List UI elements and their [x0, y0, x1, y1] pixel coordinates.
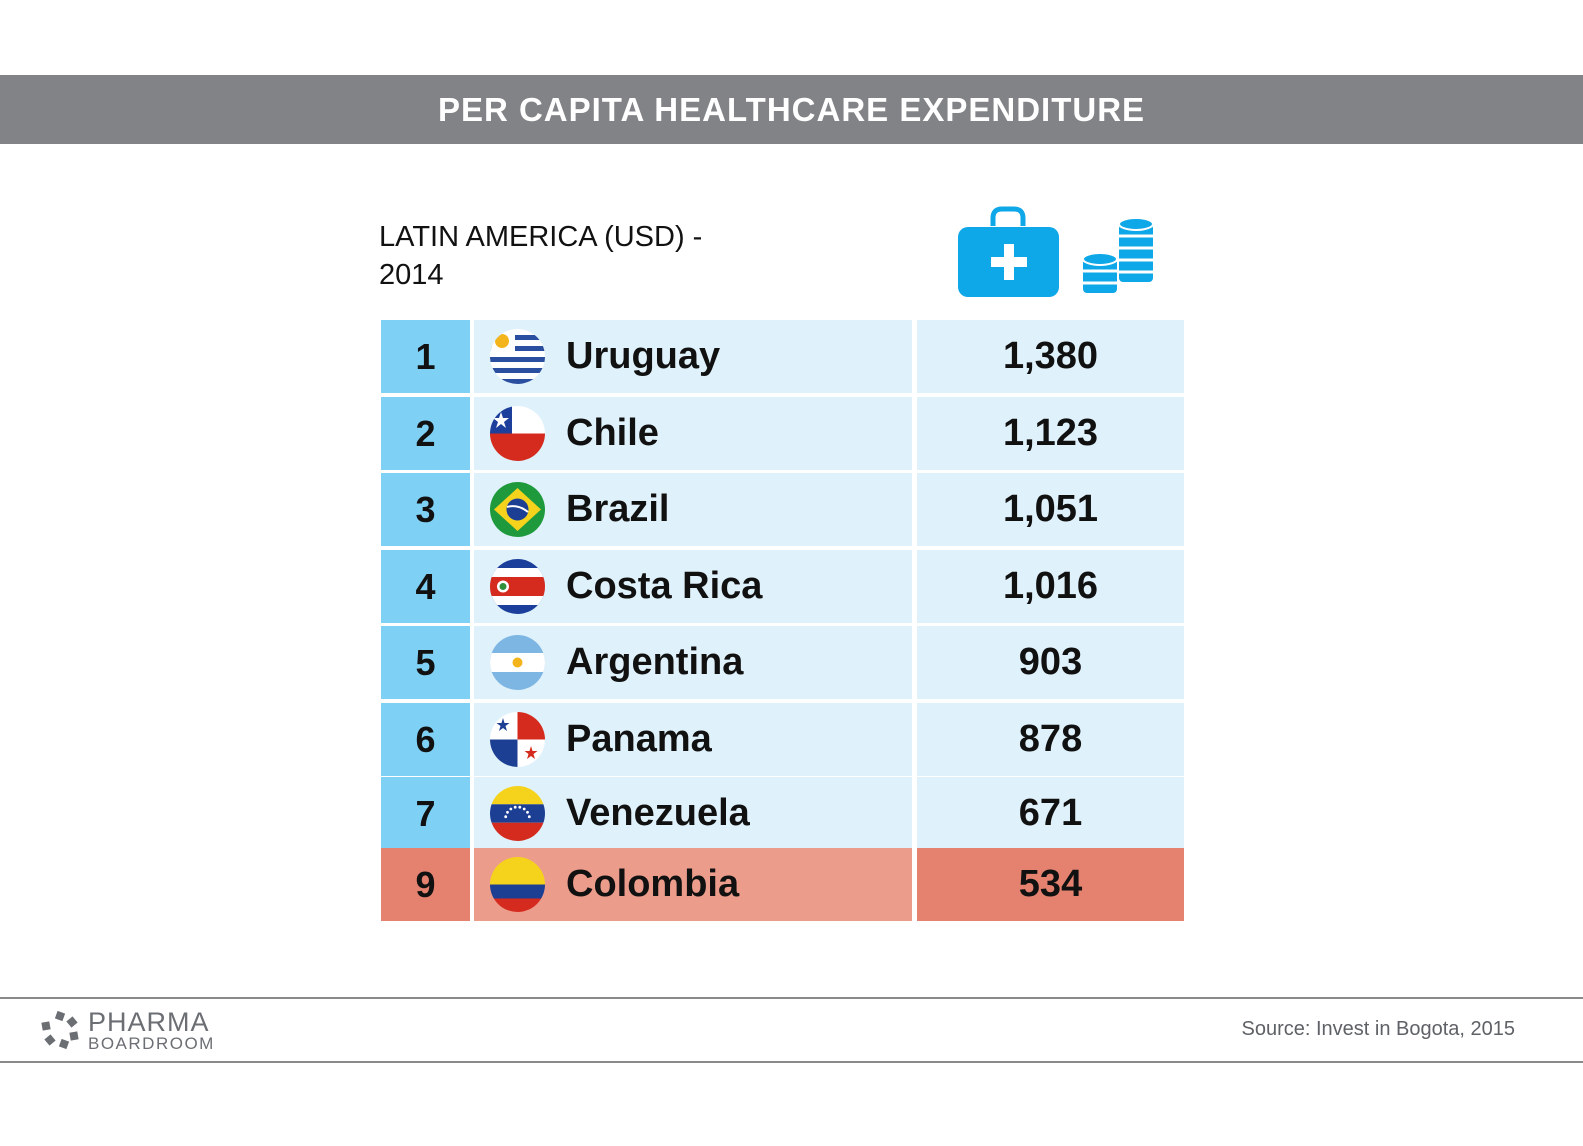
rank-cell: 2: [381, 397, 470, 470]
value-cell: 1,016: [917, 550, 1184, 623]
logo-text-pharma: PHARMA: [88, 1007, 210, 1037]
value-cell: 878: [917, 703, 1184, 776]
country-cell: Chile: [474, 397, 912, 470]
source-note: Source: Invest in Bogota, 2015: [1241, 1018, 1515, 1040]
country-name: Panama: [566, 718, 712, 760]
country-name: Chile: [566, 412, 659, 454]
logo-text-boardroom: BOARDROOM: [88, 1034, 215, 1053]
value-cell: 903: [917, 626, 1184, 699]
expenditure-value: 878: [1018, 718, 1083, 760]
expenditure-value: 903: [1018, 641, 1083, 683]
country-cell: Costa Rica: [474, 550, 912, 623]
value-cell: 1,380: [917, 320, 1184, 393]
rank-cell: 9: [381, 848, 470, 921]
subtitle-line-1: LATIN AMERICA (USD) -: [379, 221, 703, 253]
rank-label: 6: [415, 718, 436, 760]
country-name: Argentina: [566, 641, 744, 683]
expenditure-value: 1,051: [1002, 488, 1099, 530]
costa-rica-flag-icon: [490, 559, 545, 614]
table-row: 2 Chile 1,123: [381, 397, 1184, 470]
argentina-flag-icon: [490, 635, 545, 690]
country-cell: Venezuela: [474, 777, 912, 850]
rank-cell: 1: [381, 320, 470, 393]
country-name: Venezuela: [566, 792, 750, 834]
pharma-boardroom-logo-icon: [41, 1010, 79, 1050]
brazil-flag-icon: [490, 482, 545, 537]
chart-subtitle: LATIN AMERICA (USD) - 2014: [379, 218, 799, 294]
rank-label: 4: [415, 565, 436, 607]
rank-cell: 3: [381, 473, 470, 546]
rank-label: 9: [415, 863, 436, 905]
table-row: 3 Brazil 1,051: [381, 473, 1184, 546]
panama-flag-icon: [490, 712, 545, 767]
country-cell: Uruguay: [474, 320, 912, 393]
rank-label: 7: [415, 792, 436, 834]
page-title: PER CAPITA HEALTHCARE EXPENDITURE: [437, 90, 1146, 128]
country-cell: Panama: [474, 703, 912, 776]
rank-label: 3: [415, 488, 436, 530]
medical-kit-icon: [958, 206, 1059, 297]
country-cell: Colombia: [474, 848, 912, 921]
expenditure-value: 671: [1018, 792, 1083, 834]
table-row: 9 Colombia 534: [381, 848, 1184, 921]
page-title-banner: PER CAPITA HEALTHCARE EXPENDITURE: [0, 75, 1583, 144]
header-icons: [958, 206, 1154, 297]
country-name: Colombia: [566, 863, 740, 905]
coins-icon: [1082, 217, 1154, 293]
rank-cell: 7: [381, 777, 470, 850]
rank-label: 1: [415, 335, 436, 377]
table-row: 6 Panama 878: [381, 703, 1184, 776]
country-name: Brazil: [566, 488, 670, 530]
expenditure-value: 1,380: [1002, 335, 1099, 377]
country-cell: Argentina: [474, 626, 912, 699]
rank-label: 2: [415, 412, 436, 454]
chile-flag-icon: [490, 406, 545, 461]
rank-label: 5: [415, 641, 436, 683]
value-cell: 534: [917, 848, 1184, 921]
expenditure-value: 534: [1018, 863, 1083, 905]
footer-top-divider: [0, 997, 1583, 999]
colombia-flag-icon: [490, 857, 545, 912]
country-name: Uruguay: [566, 335, 721, 377]
country-cell: Brazil: [474, 473, 912, 546]
table-row: 5 Argentina 903: [381, 626, 1184, 699]
value-cell: 1,051: [917, 473, 1184, 546]
uruguay-flag-icon: [490, 329, 545, 384]
expenditure-value: 1,123: [1002, 412, 1099, 454]
footer-bottom-divider: [0, 1061, 1583, 1063]
rank-cell: 4: [381, 550, 470, 623]
rank-cell: 5: [381, 626, 470, 699]
country-name: Costa Rica: [566, 565, 763, 607]
value-cell: 1,123: [917, 397, 1184, 470]
rank-cell: 6: [381, 703, 470, 776]
table-row: 4 Costa Rica 1,016: [381, 550, 1184, 623]
value-cell: 671: [917, 777, 1184, 850]
venezuela-flag-icon: [490, 786, 545, 841]
subtitle-line-2: 2014: [379, 259, 444, 291]
table-row: 1 Uruguay 1,380: [381, 320, 1184, 393]
table-row: 7 Venezuela 671: [381, 777, 1184, 850]
expenditure-value: 1,016: [1002, 565, 1099, 607]
